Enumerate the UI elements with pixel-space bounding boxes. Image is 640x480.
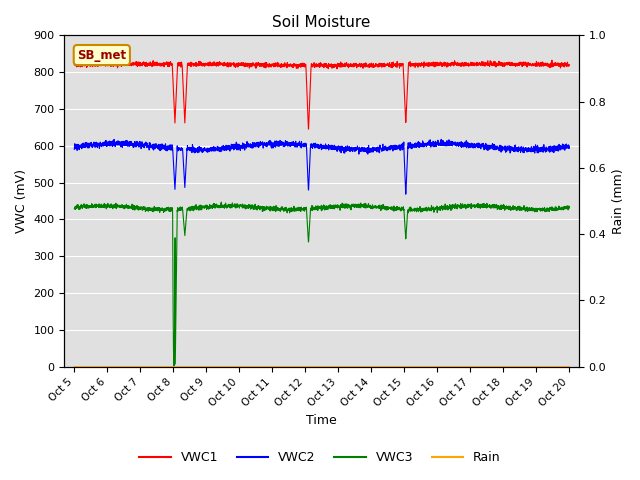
- X-axis label: Time: Time: [307, 414, 337, 427]
- VWC2: [437, 136, 445, 142]
- VWC3: [565, 204, 573, 210]
- Rain: [260, 364, 268, 370]
- Y-axis label: Rain (mm): Rain (mm): [612, 168, 625, 234]
- VWC2: [260, 142, 268, 147]
- VWC2: [502, 146, 510, 152]
- VWC1: [305, 126, 312, 132]
- Legend: VWC1, VWC2, VWC3, Rain: VWC1, VWC2, VWC3, Rain: [134, 446, 506, 469]
- VWC1: [565, 62, 573, 68]
- VWC1: [156, 60, 164, 66]
- Rain: [282, 364, 289, 370]
- VWC1: [502, 60, 510, 65]
- VWC1: [127, 62, 135, 68]
- Rain: [565, 364, 573, 370]
- VWC3: [556, 206, 563, 212]
- VWC1: [260, 65, 268, 71]
- VWC3: [156, 207, 164, 213]
- VWC2: [556, 144, 563, 150]
- Title: Soil Moisture: Soil Moisture: [273, 15, 371, 30]
- Rain: [70, 364, 78, 370]
- Rain: [127, 364, 134, 370]
- VWC1: [70, 61, 78, 67]
- VWC1: [282, 63, 289, 69]
- VWC3: [502, 203, 510, 209]
- Line: VWC1: VWC1: [74, 60, 569, 129]
- VWC2: [70, 146, 78, 152]
- VWC3: [170, 364, 178, 370]
- VWC3: [127, 204, 134, 210]
- Rain: [556, 364, 563, 370]
- VWC1: [105, 57, 113, 63]
- VWC1: [556, 61, 563, 67]
- Rain: [156, 364, 164, 370]
- Y-axis label: VWC (mV): VWC (mV): [15, 169, 28, 233]
- VWC2: [565, 145, 573, 151]
- VWC2: [156, 144, 164, 149]
- VWC3: [282, 204, 290, 210]
- VWC3: [218, 199, 225, 205]
- VWC2: [402, 192, 410, 197]
- VWC3: [260, 206, 268, 212]
- Text: SB_met: SB_met: [77, 48, 126, 61]
- Line: VWC2: VWC2: [74, 139, 569, 194]
- VWC2: [127, 143, 134, 148]
- VWC3: [70, 206, 78, 212]
- VWC2: [282, 138, 289, 144]
- Rain: [502, 364, 510, 370]
- Line: VWC3: VWC3: [74, 202, 569, 367]
